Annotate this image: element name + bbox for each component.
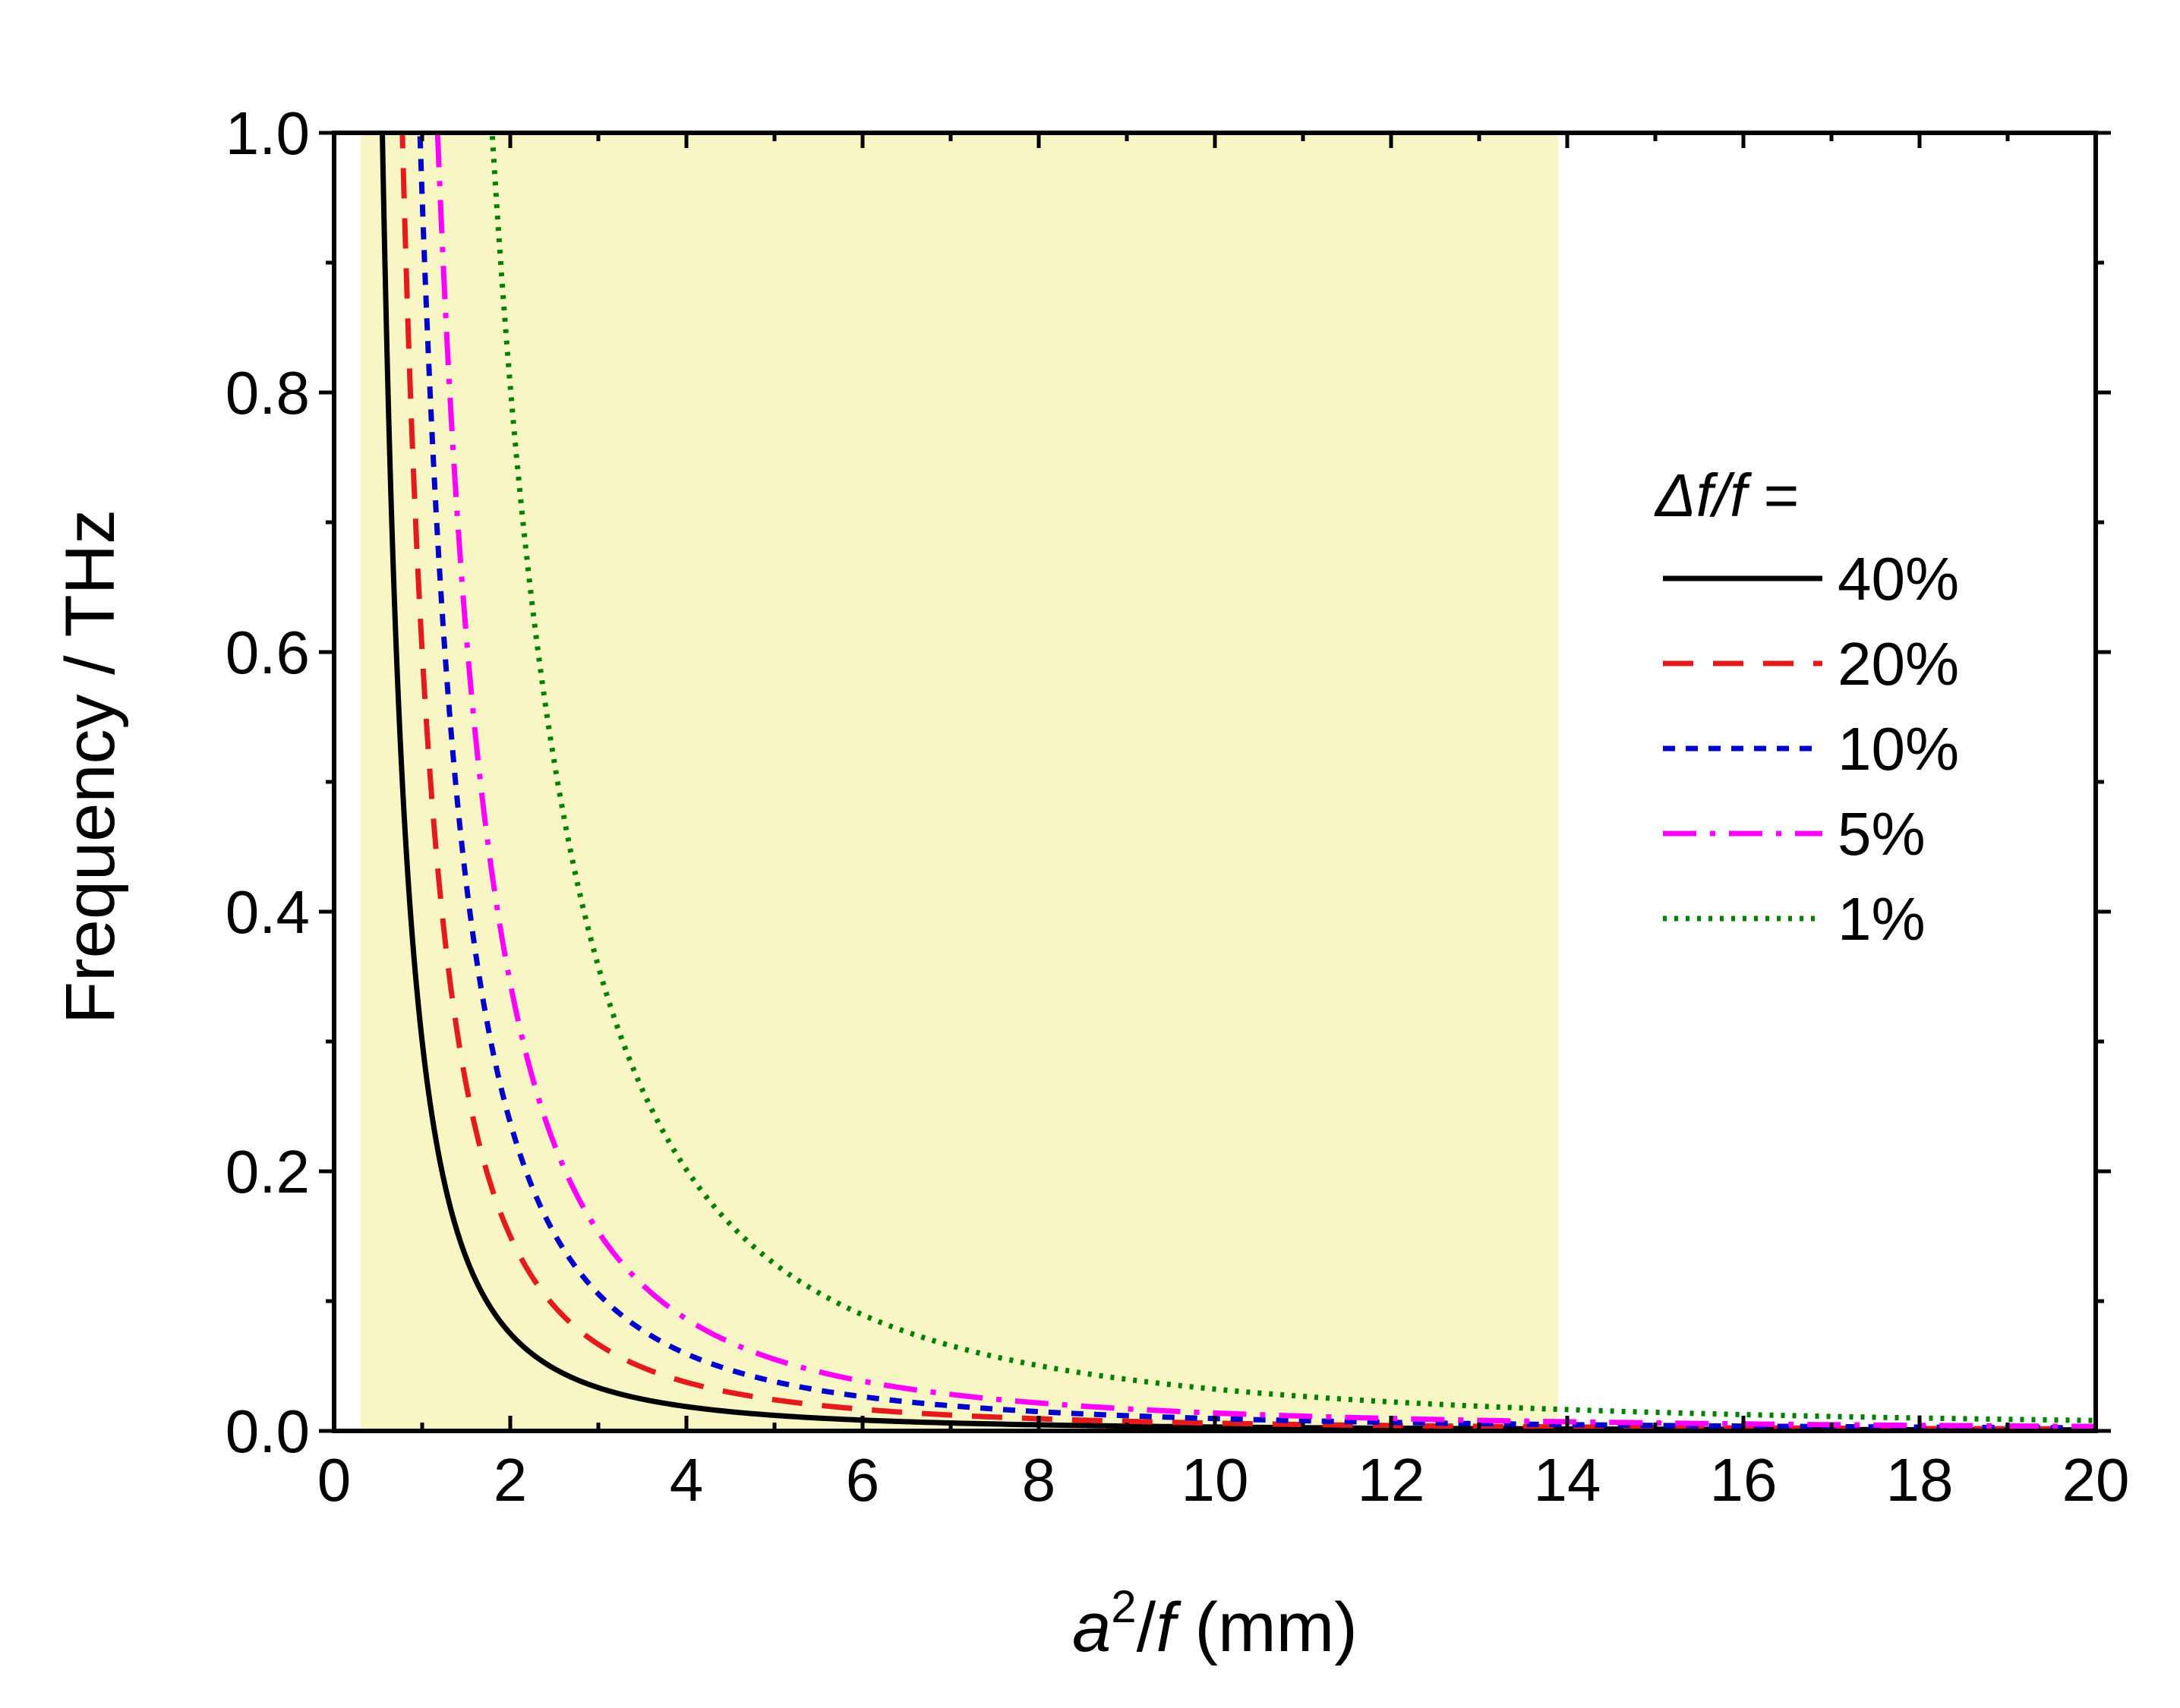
legend-title-delta: Δ [1654, 462, 1696, 529]
series-line-10pct [417, 133, 2096, 1431]
legend-label-1pct: 1% [1838, 885, 1926, 953]
legend: Δf/f = 40% 20% 10% 5% 1% [1654, 462, 1959, 953]
y-tick-label: 0.6 [226, 619, 310, 686]
x-tick-label: 2 [494, 1446, 528, 1514]
y-tick-label: 0.0 [226, 1398, 310, 1465]
legend-title-eq: = [1746, 462, 1799, 529]
x-tick-label: 0 [317, 1446, 352, 1514]
x-tick-label: 8 [1022, 1446, 1056, 1514]
x-axis-title: a2/f (mm) [1072, 1581, 1358, 1666]
x-tick-label: 6 [846, 1446, 880, 1514]
y-tick-label: 0.8 [226, 359, 310, 427]
x-axis-title-unit: (mm) [1175, 1589, 1358, 1666]
x-tick-label: 12 [1358, 1446, 1425, 1514]
legend-label-40pct: 40% [1838, 545, 1959, 613]
y-tick-label: 0.4 [226, 878, 310, 946]
y-tick-label: 0.2 [226, 1138, 310, 1205]
y-tick-label: 1.0 [226, 99, 310, 167]
x-tick-label: 16 [1710, 1446, 1778, 1514]
series-line-40pct [380, 133, 2096, 1431]
x-tick-label: 10 [1181, 1446, 1249, 1514]
legend-label-5pct: 5% [1838, 800, 1926, 868]
x-axis-title-sup: 2 [1111, 1581, 1136, 1632]
series-line-5pct [434, 133, 2096, 1429]
x-tick-label: 18 [1886, 1446, 1954, 1514]
shaded-region [360, 133, 1559, 1431]
legend-label-20pct: 20% [1838, 630, 1959, 698]
x-tick-label: 20 [2062, 1446, 2130, 1514]
x-axis-title-slash: / [1137, 1589, 1156, 1666]
legend-label-10pct: 10% [1838, 715, 1959, 783]
series-line-20pct [399, 133, 2096, 1431]
series-line-1pct [489, 133, 2096, 1423]
x-tick-label: 4 [670, 1446, 704, 1514]
x-axis-title-a: a [1072, 1589, 1111, 1666]
y-axis-title: Frequency / THz [52, 509, 129, 1024]
legend-title: Δf/f = [1654, 462, 1799, 529]
x-tick-label: 14 [1534, 1446, 1601, 1514]
